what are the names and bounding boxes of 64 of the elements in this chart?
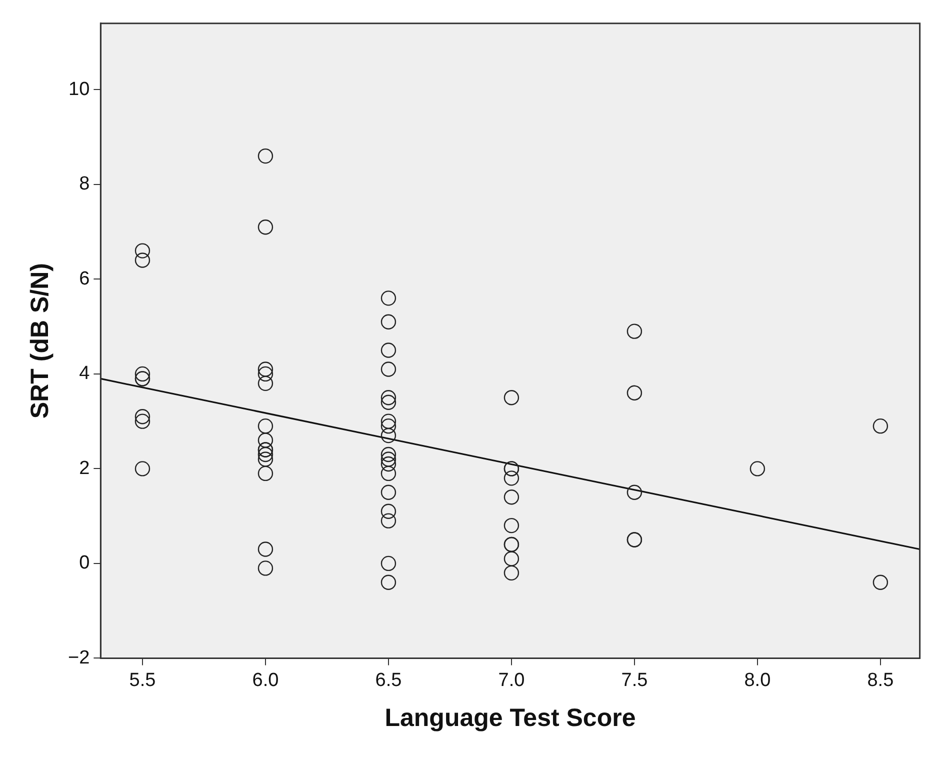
point: [258, 560, 274, 576]
point: [134, 252, 150, 268]
point: [134, 414, 150, 429]
point: [380, 446, 396, 462]
y-tick-label: 8: [79, 174, 90, 195]
y-tick-label: 6: [79, 268, 90, 290]
point: [504, 518, 520, 534]
y-tick-label: 10: [68, 78, 90, 100]
point: [380, 418, 396, 434]
point: [258, 542, 274, 557]
point: [626, 484, 642, 500]
point: [380, 428, 396, 444]
point: [380, 414, 396, 429]
point: [626, 385, 642, 401]
point: [380, 452, 396, 467]
point: [258, 452, 274, 467]
point: [258, 466, 274, 482]
y-tick-label: 0: [79, 552, 90, 574]
point: [380, 484, 396, 500]
point: [380, 342, 396, 358]
point: [504, 565, 520, 581]
point: [380, 513, 396, 528]
point: [380, 362, 396, 377]
x-tick-label: 8.0: [744, 670, 771, 691]
y-tick-label: 4: [79, 363, 90, 384]
point: [504, 390, 520, 406]
x-tick-label: 7.0: [498, 670, 525, 691]
point: [750, 461, 766, 476]
point: [380, 556, 396, 572]
point: [258, 366, 274, 382]
point: [258, 418, 274, 434]
point: [380, 314, 396, 330]
point: [134, 366, 150, 382]
point: [380, 574, 396, 590]
x-axis-title: Language Test Score: [384, 704, 636, 732]
point: [134, 461, 150, 476]
point: [258, 148, 274, 164]
x-tick-label: 8.5: [867, 670, 894, 691]
point: [626, 324, 642, 339]
point: [258, 220, 274, 235]
point: [380, 394, 396, 410]
x-tick-label: 5.5: [129, 670, 156, 691]
x-tick-label: 7.5: [621, 670, 648, 691]
point: [258, 446, 274, 462]
point: [134, 243, 150, 258]
point: [380, 456, 396, 472]
x-tick-label: 6.5: [375, 670, 402, 691]
point: [504, 551, 520, 566]
y-tick-label: 2: [79, 458, 90, 479]
point: [258, 362, 274, 377]
point: [504, 470, 520, 486]
point: [872, 418, 888, 434]
y-axis-title: SRT (dB S/N): [26, 263, 54, 419]
point: [380, 504, 396, 519]
point: [872, 574, 888, 590]
point: [380, 290, 396, 306]
point: [134, 408, 150, 424]
y-tick-label: −2: [68, 647, 90, 668]
point: [504, 490, 520, 505]
point: [258, 376, 274, 392]
x-tick-label: 6.0: [252, 670, 279, 691]
point: [380, 390, 396, 406]
point: [258, 432, 274, 448]
point: [380, 466, 396, 482]
